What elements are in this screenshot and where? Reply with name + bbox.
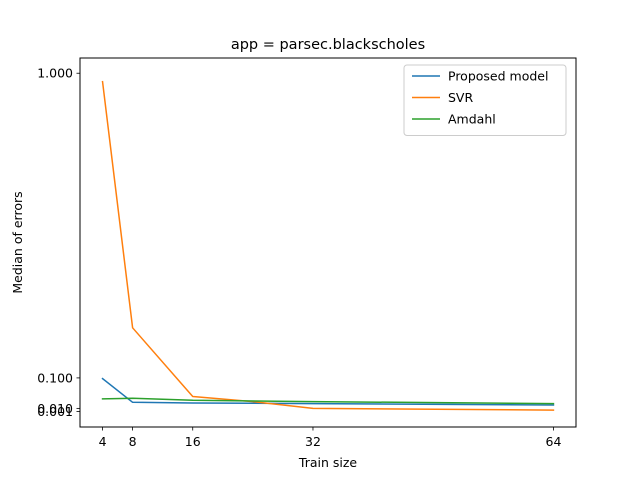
x-axis-label: Train size <box>298 455 358 470</box>
legend-label-1: SVR <box>448 90 473 105</box>
series-line-1 <box>101 80 555 411</box>
legend-label-0: Proposed model <box>448 69 548 84</box>
x-tick-label-4: 64 <box>546 434 562 449</box>
x-tick-label-1: 8 <box>129 434 137 449</box>
legend: Proposed model SVR Amdahl <box>403 64 567 136</box>
plot-series <box>101 80 555 411</box>
series-line-0 <box>101 377 555 406</box>
plot-frame <box>79 57 577 428</box>
y-axis-label: Median of errors <box>10 191 25 293</box>
series-line-2 <box>101 397 555 405</box>
x-tick-label-0: 4 <box>99 434 107 449</box>
y-tick-label-3: 1.000 <box>37 66 73 81</box>
x-tick-label-2: 16 <box>185 434 201 449</box>
y-tick-label-0: 0.001 <box>37 404 73 419</box>
legend-box <box>403 64 567 136</box>
chart-title: app = parsec.blackscholes <box>231 37 425 53</box>
y-tick-label-2: 0.100 <box>37 370 73 385</box>
x-tick-label-3: 32 <box>305 434 321 449</box>
legend-label-2: Amdahl <box>448 112 496 127</box>
x-axis: 4 8 16 32 64 <box>99 427 562 449</box>
y-tick-label-1: 0.010 <box>37 401 73 416</box>
